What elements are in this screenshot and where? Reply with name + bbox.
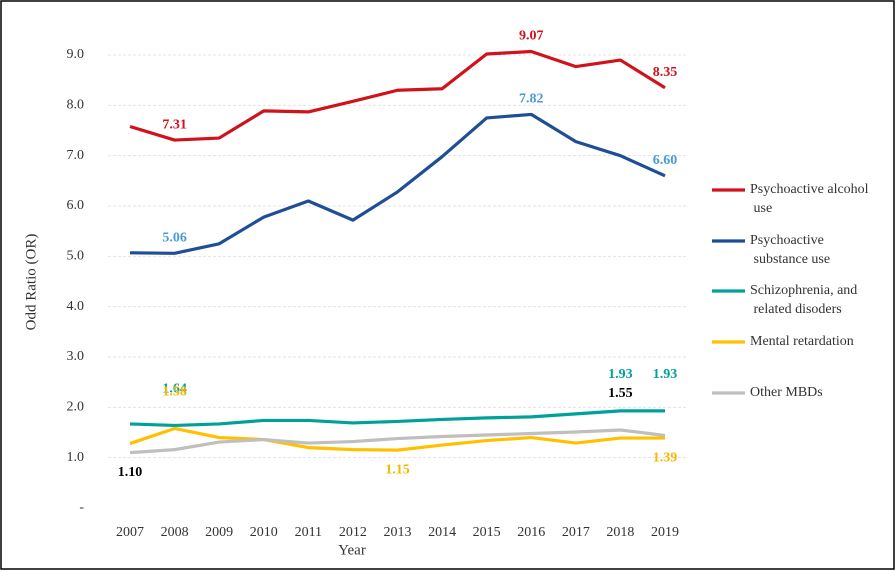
x-tick-label: 2012: [339, 525, 367, 540]
series-line: [129, 112, 666, 255]
x-tick-label: 2008: [161, 525, 189, 540]
y-tick-label: 5.0: [67, 249, 85, 264]
data-label: 1.93: [608, 367, 633, 382]
x-tick-label: 2016: [517, 525, 545, 540]
series-line: [129, 49, 666, 142]
data-label: 5.06: [162, 231, 187, 246]
data-label: 1.15: [385, 462, 410, 477]
data-label: 1.10: [118, 465, 143, 480]
y-tick-label: 1.0: [67, 450, 85, 465]
series-line: [129, 409, 665, 428]
series-line: [129, 426, 665, 452]
x-tick-label: 2015: [473, 525, 501, 540]
x-tick-label: 2017: [562, 525, 590, 540]
data-label: 9.07: [519, 29, 544, 44]
y-tick-label: 9.0: [67, 47, 85, 62]
x-tick-label: 2019: [651, 525, 679, 540]
y-tick-label: 7.0: [67, 148, 85, 163]
data-label: 1.58: [162, 385, 187, 400]
y-tick-label: 2.0: [67, 400, 85, 415]
y-tick-label: 8.0: [67, 98, 85, 113]
data-label: 8.35: [653, 65, 678, 80]
y-axis-title: Odd Ratio (OR): [23, 234, 39, 331]
legend-label: Psychoactive substance use: [750, 233, 830, 267]
x-tick-label: 2009: [205, 525, 233, 540]
series-line: [129, 428, 666, 455]
legend-label: Schizophrenia, and related disoders: [750, 283, 857, 317]
legend-label: Mental retardation: [750, 334, 854, 349]
data-label: 6.60: [653, 153, 678, 168]
y-tick-label: 4.0: [67, 299, 85, 314]
y-tick-label: 3.0: [67, 349, 85, 364]
data-label: 1.93: [653, 367, 678, 382]
data-label: 1.64: [162, 382, 187, 397]
y-tick-label: 6.0: [67, 198, 85, 213]
x-tick-label: 2007: [116, 525, 144, 540]
data-label: 7.31: [162, 117, 187, 132]
data-label: 1.39: [653, 450, 678, 465]
x-axis-title: Year: [338, 542, 366, 558]
x-tick-label: 2014: [428, 525, 456, 540]
data-label: 7.82: [519, 92, 544, 107]
legend-label: Other MBDs: [750, 385, 823, 400]
x-tick-label: 2010: [250, 525, 278, 540]
legend-label: Psychoactive alcohol use: [750, 182, 869, 216]
y-tick-label: -: [79, 500, 84, 515]
data-label: 1.55: [608, 386, 633, 401]
x-tick-label: 2013: [384, 525, 412, 540]
x-tick-label: 2018: [606, 525, 634, 540]
x-tick-label: 2011: [295, 525, 322, 540]
